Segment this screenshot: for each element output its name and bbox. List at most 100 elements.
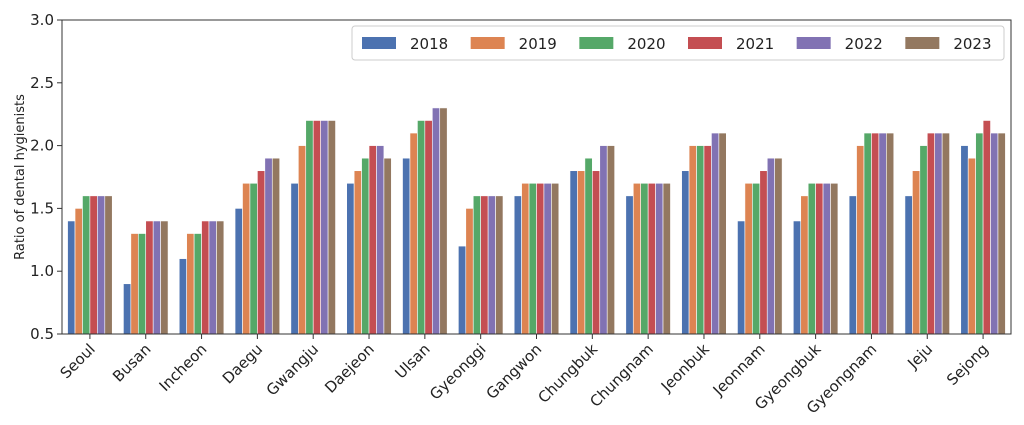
x-tick-label-gwangju: Gwangju <box>263 340 322 399</box>
bar-ulsan-2023 <box>439 107 448 335</box>
bar-seoul-2021 <box>89 195 98 335</box>
bar-sejong-2018 <box>960 145 969 335</box>
bar-jeju-2019 <box>912 170 921 335</box>
bar-jeonnam-2023 <box>774 157 783 335</box>
bar-gwangju-2021 <box>312 120 321 335</box>
y-tick-label: 2.0 <box>30 137 54 155</box>
y-axis: 0.5 1.0 1.5 2.0 2.5 3.0 <box>30 11 62 343</box>
bar-gangwon-2020 <box>528 182 537 335</box>
bar-jeonbuk-2021 <box>703 145 712 335</box>
legend-label-2018: 2018 <box>410 35 448 53</box>
bar-gyeongbuk-2020 <box>807 182 816 335</box>
bar-jeonbuk-2023 <box>718 132 727 335</box>
bar-gyeonggi-2021 <box>480 195 489 335</box>
bar-jeonnam-2021 <box>759 170 768 335</box>
bar-incheon-2023 <box>216 220 225 335</box>
legend-swatch-2019 <box>470 37 505 49</box>
bar-chungbuk-2018 <box>569 170 578 335</box>
bar-sejong-2020 <box>975 132 984 335</box>
bar-chungbuk-2023 <box>606 145 615 335</box>
bar-gyeonggi-2020 <box>472 195 481 335</box>
x-tick-label-jeonbuk: Jeonbuk <box>657 340 713 396</box>
legend-swatch-2022 <box>796 37 831 49</box>
bar-daegu-2018 <box>234 208 243 335</box>
bar-ulsan-2018 <box>402 157 411 335</box>
y-tick-label: 3.0 <box>30 11 54 29</box>
bar-daejeon-2022 <box>376 145 385 335</box>
y-tick-label: 1.5 <box>30 199 54 217</box>
bar-gangwon-2023 <box>551 182 560 335</box>
bar-busan-2022 <box>152 220 161 335</box>
bar-daegu-2021 <box>257 170 266 335</box>
bar-daegu-2019 <box>242 182 251 335</box>
bar-sejong-2019 <box>967 157 976 335</box>
bar-daejeon-2019 <box>353 170 362 335</box>
bar-gyeongnam-2020 <box>863 132 872 335</box>
bar-chungnam-2020 <box>640 182 649 335</box>
legend: 2018 2019 2020 2021 2022 2023 <box>351 25 1005 61</box>
bar-incheon-2022 <box>208 220 217 335</box>
bar-gwangju-2023 <box>327 120 336 335</box>
bar-busan-2023 <box>160 220 169 335</box>
legend-label-2021: 2021 <box>736 35 774 53</box>
bar-jeju-2022 <box>934 132 943 335</box>
bar-daegu-2020 <box>249 182 258 335</box>
bar-daejeon-2021 <box>368 145 377 335</box>
bar-daejeon-2020 <box>361 157 370 335</box>
bar-ulsan-2022 <box>431 107 441 335</box>
y-tick-label: 1.0 <box>30 262 54 280</box>
bar-seoul-2019 <box>74 208 83 335</box>
x-tick-label-jeju: Jeju <box>903 340 936 373</box>
y-axis-label: Ratio of dental hygienists <box>13 94 28 260</box>
bar-sejong-2022 <box>990 132 999 335</box>
bar-gyeonggi-2018 <box>458 245 467 335</box>
bar-chungbuk-2022 <box>599 145 608 335</box>
bar-daejeon-2023 <box>383 157 392 335</box>
bar-busan-2018 <box>123 283 132 335</box>
bar-gyeongnam-2023 <box>886 132 895 335</box>
bar-gangwon-2021 <box>536 182 545 335</box>
bar-incheon-2018 <box>178 258 187 335</box>
bar-chungnam-2022 <box>655 182 664 335</box>
bar-incheon-2021 <box>201 220 210 335</box>
x-tick-label-ulsan: Ulsan <box>392 340 434 382</box>
bar-jeju-2018 <box>904 195 913 335</box>
bar-jeonnam-2022 <box>766 157 775 335</box>
bar-seoul-2018 <box>67 220 76 335</box>
x-tick-label-sejong: Sejong <box>943 340 992 389</box>
bar-gyeongnam-2019 <box>856 145 865 335</box>
bar-jeonbuk-2018 <box>681 170 690 335</box>
x-tick-label-seoul: Seoul <box>57 340 99 382</box>
bar-jeju-2020 <box>919 145 928 335</box>
bar-ulsan-2020 <box>417 120 426 335</box>
bar-chungbuk-2019 <box>577 170 586 335</box>
bar-daegu-2022 <box>264 157 273 335</box>
legend-label-2019: 2019 <box>519 35 557 53</box>
bar-gyeonggi-2022 <box>487 195 496 335</box>
bar-gangwon-2022 <box>543 182 552 335</box>
bar-chungnam-2019 <box>632 182 642 335</box>
bar-jeonnam-2018 <box>737 220 746 335</box>
bar-gyeonggi-2019 <box>465 208 474 335</box>
bar-chungnam-2021 <box>647 182 656 335</box>
bar-gwangju-2020 <box>305 120 314 335</box>
bar-gyeongnam-2018 <box>848 195 857 335</box>
bar-gyeongnam-2022 <box>878 132 887 335</box>
bar-jeonbuk-2020 <box>696 145 705 335</box>
x-tick-label-incheon: Incheon <box>156 340 211 395</box>
bar-busan-2019 <box>130 233 139 335</box>
legend-label-2020: 2020 <box>627 35 665 53</box>
bar-chungnam-2018 <box>625 195 634 335</box>
y-tick-label: 0.5 <box>30 325 54 343</box>
bar-jeju-2021 <box>926 132 936 335</box>
bar-seoul-2022 <box>97 195 106 335</box>
bar-jeonnam-2020 <box>752 182 761 335</box>
bar-gangwon-2019 <box>521 182 530 335</box>
bar-gyeongbuk-2021 <box>815 182 824 335</box>
bar-chungnam-2023 <box>662 182 671 335</box>
bar-seoul-2020 <box>82 195 91 335</box>
bar-gangwon-2018 <box>513 195 522 335</box>
bar-busan-2020 <box>137 233 147 335</box>
